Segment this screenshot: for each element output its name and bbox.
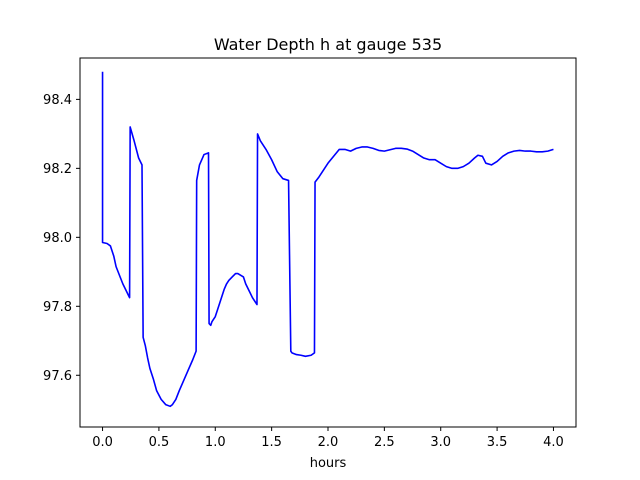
y-tick-label: 97.6: [43, 369, 72, 384]
series-layer: [101, 71, 554, 408]
series-line-0: [101, 71, 554, 408]
x-tick-label: 2.5: [374, 435, 395, 450]
x-tick-label: 1.5: [261, 435, 282, 450]
y-tick-label: 97.8: [43, 300, 72, 315]
y-tick-label: 98.4: [43, 93, 72, 108]
x-axis-label: hours: [310, 456, 347, 471]
y-axis: 97.6 97.8 98.0 98.2 98.4: [43, 93, 80, 384]
chart-title: Water Depth h at gauge 535: [214, 35, 442, 54]
x-tick-label: 4.0: [543, 435, 564, 450]
x-tick-label: 0.0: [92, 435, 113, 450]
y-tick-label: 98.0: [43, 231, 72, 246]
x-tick-label: 3.0: [430, 435, 451, 450]
x-tick-label: 0.5: [149, 435, 170, 450]
x-tick-label: 3.5: [487, 435, 508, 450]
y-tick-label: 98.2: [43, 162, 72, 177]
x-tick-label: 2.0: [318, 435, 339, 450]
x-axis: 0.0 0.5 1.0 1.5 2.0 2.5 3.0 3.5 4.0: [92, 427, 564, 450]
x-tick-label: 1.0: [205, 435, 226, 450]
